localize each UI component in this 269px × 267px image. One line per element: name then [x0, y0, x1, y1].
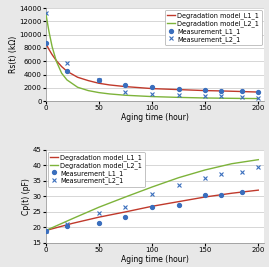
X-axis label: Aging time (hour): Aging time (hour): [121, 113, 189, 122]
X-axis label: Aging time (hour): Aging time (hour): [121, 254, 189, 264]
Y-axis label: Rs(t) (kΩ): Rs(t) (kΩ): [9, 36, 18, 73]
Legend: Degradation model_L1_1, Degradation model_L2_1, Measurement_L1_1, Measurement_L2: Degradation model_L1_1, Degradation mode…: [48, 152, 144, 187]
Legend: Degradation model_L1_1, Degradation model_L2_1, Measurement_L1_1, Measurement_L2: Degradation model_L1_1, Degradation mode…: [165, 10, 262, 45]
Y-axis label: Cp(t) (pF): Cp(t) (pF): [22, 178, 31, 215]
